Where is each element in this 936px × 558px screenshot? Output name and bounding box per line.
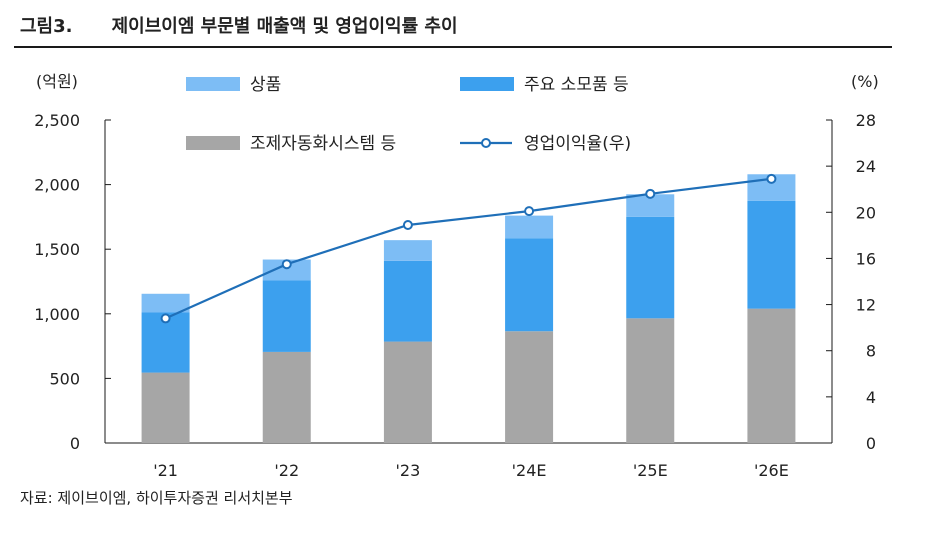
right-tick-label: 4 — [866, 388, 876, 407]
legend-consumables-label: 주요 소모품 등 — [524, 75, 629, 95]
left-tick-label: 500 — [49, 369, 80, 388]
figure-title-row: 그림3. 제이브이엠 부문별 매출액 및 영업이익률 추이 — [20, 12, 458, 40]
legend-goods-swatch — [186, 77, 240, 91]
left-axis-unit: (억원) — [36, 72, 78, 91]
right-tick-label: 0 — [866, 434, 876, 453]
bar-manufacturing — [747, 308, 796, 443]
bar-goods — [383, 240, 432, 261]
bars — [141, 174, 796, 443]
bar-consumables — [747, 200, 796, 309]
bar-goods — [505, 215, 554, 239]
bar-manufacturing — [505, 331, 554, 443]
legend-margin-label: 영업이익율(우) — [524, 134, 631, 154]
right-tick-label: 16 — [856, 249, 876, 268]
right-tick-label: 8 — [866, 342, 876, 361]
bar-goods — [262, 259, 311, 281]
bar-manufacturing — [383, 341, 432, 443]
right-tick-label: 12 — [856, 296, 876, 315]
axes: 0 500 1,000 1,500 2,000 2,500 0 4 8 12 16 20 24 28 (억원… — [34, 72, 879, 480]
margin-point — [766, 173, 777, 184]
margin-point — [281, 259, 292, 270]
legend-margin-swatch-marker — [481, 138, 491, 148]
margin-line — [165, 177, 772, 320]
bar-consumables — [626, 216, 675, 319]
margin-point — [160, 313, 171, 324]
x-tick-label: '24E — [512, 461, 547, 480]
bar-consumables — [383, 260, 432, 342]
margin-point — [524, 206, 535, 217]
bar-manufacturing — [626, 318, 675, 443]
left-tick-label: 1,000 — [34, 305, 80, 324]
left-tick-label: 2,000 — [34, 176, 80, 195]
figure-label: 그림3. — [20, 16, 73, 37]
right-axis-unit: (%) — [851, 72, 879, 91]
legend-goods-label: 상품 — [250, 75, 281, 95]
figure-title: 제이브이엠 부문별 매출액 및 영업이익률 추이 — [111, 16, 458, 37]
right-tick-label: 24 — [856, 157, 876, 176]
margin-point — [402, 219, 413, 230]
right-tick-label: 20 — [856, 203, 876, 222]
left-tick-label: 0 — [70, 434, 80, 453]
x-tick-label: '22 — [274, 461, 299, 480]
source-note: 자료: 제이브이엠, 하이투자증권 리서치본부 — [20, 489, 293, 507]
title-divider — [14, 46, 892, 48]
right-tick-label: 28 — [856, 111, 876, 130]
margin-point — [645, 188, 656, 199]
x-tick-label: '26E — [754, 461, 789, 480]
margin-line-layer — [160, 173, 777, 324]
x-tick-label: '23 — [396, 461, 421, 480]
legend-manufacturing-swatch — [186, 136, 240, 150]
bar-goods — [626, 194, 675, 217]
bar-consumables — [505, 238, 554, 332]
bar-consumables — [262, 280, 311, 352]
left-tick-label: 2,500 — [34, 111, 80, 130]
left-tick-label: 1,500 — [34, 240, 80, 259]
bar-manufacturing — [141, 372, 190, 443]
bar-manufacturing — [262, 351, 311, 443]
legend-consumables-swatch — [460, 77, 514, 91]
x-tick-label: '21 — [153, 461, 178, 480]
x-tick-label: '25E — [633, 461, 668, 480]
legend-manufacturing-label: 조제자동화시스템 등 — [250, 134, 396, 154]
bar-goods — [141, 293, 190, 313]
